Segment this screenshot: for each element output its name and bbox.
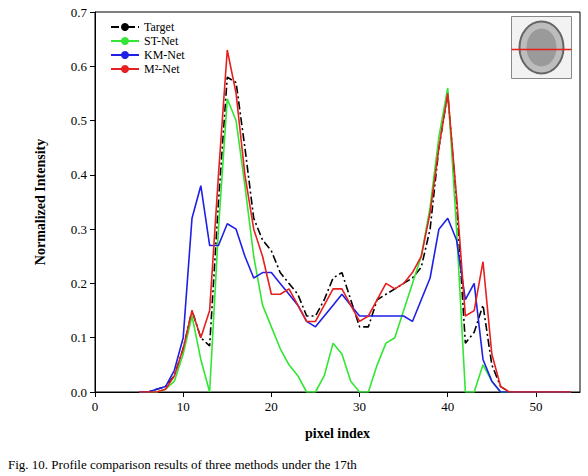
svg-text:40: 40 xyxy=(441,399,454,414)
svg-text:50: 50 xyxy=(529,399,542,414)
svg-text:20: 20 xyxy=(265,399,278,414)
svg-text:Target: Target xyxy=(144,20,175,34)
svg-text:Fig. 10. Profile comparison re: Fig. 10. Profile comparison results of t… xyxy=(8,457,357,472)
svg-text:0.0: 0.0 xyxy=(71,385,87,400)
svg-text:0.7: 0.7 xyxy=(71,5,88,20)
svg-text:Normalized Intensity: Normalized Intensity xyxy=(33,139,48,265)
svg-text:0.3: 0.3 xyxy=(71,222,87,237)
svg-text:ST-Net: ST-Net xyxy=(144,34,179,48)
svg-text:0.1: 0.1 xyxy=(71,330,87,345)
svg-text:30: 30 xyxy=(353,399,366,414)
svg-text:M²-Net: M²-Net xyxy=(144,62,180,76)
svg-text:0.2: 0.2 xyxy=(71,276,87,291)
svg-text:10: 10 xyxy=(177,399,190,414)
svg-text:pixel index: pixel index xyxy=(305,426,370,441)
svg-text:KM-Net: KM-Net xyxy=(144,48,185,62)
svg-text:0.6: 0.6 xyxy=(71,59,88,74)
svg-text:0: 0 xyxy=(92,399,99,414)
svg-text:0.4: 0.4 xyxy=(71,167,88,182)
svg-text:0.5: 0.5 xyxy=(71,113,87,128)
